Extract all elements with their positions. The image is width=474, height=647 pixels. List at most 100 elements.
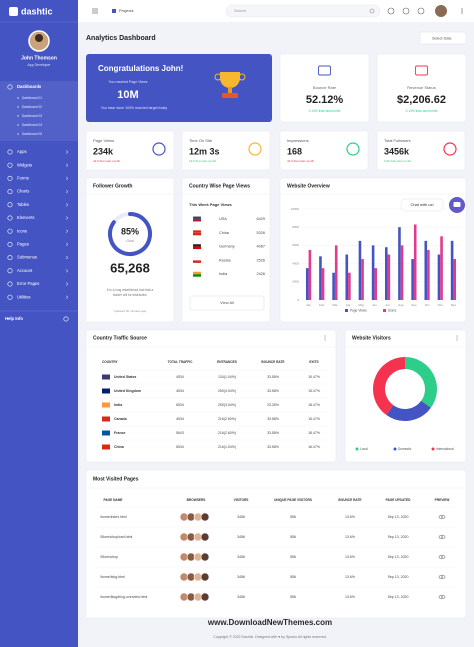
menu-item[interactable]: Widgets <box>17 162 32 167</box>
chevron <box>65 229 69 233</box>
menu-item[interactable]: Utilities <box>17 294 31 299</box>
user-name: John Thomson <box>21 55 57 61</box>
preview-icon[interactable] <box>438 554 446 560</box>
x-tick-label: Jun <box>372 303 377 307</box>
cell: 18.47% <box>308 403 320 407</box>
flag <box>193 260 201 263</box>
menu-item[interactable]: Dashboards <box>17 84 42 89</box>
submenu-item[interactable]: Dashboard 05 <box>22 132 42 136</box>
bar <box>348 272 351 300</box>
select-date-label[interactable]: Select Date <box>432 37 452 41</box>
cell: 3456 <box>237 555 245 559</box>
menu-icon <box>7 215 13 221</box>
submenu-item[interactable]: Dashboard 04 <box>22 123 42 127</box>
preview-icon[interactable] <box>438 594 446 600</box>
congrats-note: You have done 100% reached target today <box>101 106 167 110</box>
follower-card <box>85 177 175 323</box>
menu-item[interactable]: Tables <box>17 202 29 207</box>
menu-item[interactable]: Pages <box>17 242 29 247</box>
stat-label: Page Views <box>93 138 114 143</box>
menu-item[interactable]: Icons <box>17 228 27 233</box>
column-header: COUNTRY <box>102 360 119 364</box>
preview-icon[interactable] <box>438 534 446 540</box>
menu-item[interactable]: Forms <box>17 176 29 181</box>
stat-label: Impressions <box>287 138 309 143</box>
search-box[interactable] <box>225 4 381 18</box>
legend-label: International <box>436 447 454 451</box>
menu-item[interactable]: Apps <box>17 149 27 154</box>
menu-item[interactable]: Account <box>17 268 33 273</box>
preview-icon[interactable] <box>438 574 446 580</box>
follower-count: 65,268 <box>110 260 150 275</box>
menu-item[interactable]: Submenus <box>17 255 37 260</box>
header-avatar[interactable] <box>435 5 447 17</box>
header-icon[interactable] <box>417 7 425 15</box>
header-icon[interactable] <box>402 7 410 15</box>
bar <box>427 249 430 300</box>
stat-icon <box>318 65 331 76</box>
view-all-button[interactable] <box>189 295 265 311</box>
bar <box>400 245 404 300</box>
cell: Canada <box>114 417 127 421</box>
browser-avatar <box>200 532 210 542</box>
column-header: TOTAL TRAFFIC <box>168 360 193 364</box>
column-header: PAGE NAME <box>103 498 122 502</box>
cell: 15.47% <box>308 417 320 421</box>
menu-item[interactable]: Elements <box>17 215 34 220</box>
more-dots <box>461 12 463 14</box>
submenu-item[interactable]: Dashboard 01 <box>22 96 42 100</box>
progress-ring <box>108 212 152 256</box>
column-header: PAGE UPDATED <box>386 498 412 502</box>
submenu-item[interactable]: Dashboard 02 <box>22 105 42 109</box>
bar <box>411 259 414 300</box>
bar <box>358 240 362 300</box>
more-dots <box>461 10 463 12</box>
stat-value: 3456k <box>384 146 410 156</box>
flag <box>193 219 201 222</box>
view-all-label[interactable]: View All <box>220 300 234 305</box>
x-tick-label: Aug <box>398 303 404 307</box>
chat-bubble <box>400 198 444 212</box>
chat-icon <box>453 202 461 207</box>
description: reader will be distracted. <box>113 293 148 297</box>
header-icon[interactable] <box>387 7 395 15</box>
cell: China <box>114 445 124 449</box>
stat-card <box>376 130 466 171</box>
help-icon <box>63 316 69 322</box>
congrats-value: 10M <box>117 89 138 101</box>
submenu-item[interactable]: Dashboard 03 <box>22 114 42 118</box>
projects-icon <box>112 9 116 13</box>
help-link[interactable]: Help Info <box>5 316 23 321</box>
cell: France <box>114 431 126 435</box>
cell: 5643 <box>176 431 184 435</box>
chevron <box>65 242 69 247</box>
more-dots <box>324 337 326 339</box>
menu-item[interactable]: Error Pages <box>17 281 39 286</box>
projects-dropdown[interactable]: Projects <box>119 8 133 13</box>
bar <box>450 240 454 300</box>
menu-bullet <box>17 124 19 126</box>
column-header: BOUNCE RATE <box>338 498 361 502</box>
search-icon <box>369 8 375 14</box>
bar <box>453 259 457 300</box>
stat-value: 168 <box>287 146 302 156</box>
flag <box>102 402 110 408</box>
cell: 15.47% <box>308 375 320 379</box>
select-date[interactable] <box>419 31 467 45</box>
stat-label: Bounce Rate <box>313 85 337 90</box>
cell: 556 <box>290 515 296 519</box>
menu-icon <box>7 202 13 208</box>
cell: 216(2.60%) <box>218 431 236 435</box>
preview-icon[interactable] <box>438 514 446 520</box>
menu-icon <box>7 84 13 90</box>
cell: 13.6% <box>345 555 355 559</box>
card-title: Website Overview <box>287 183 330 189</box>
bar <box>398 227 401 300</box>
chat-label: Chat with us! <box>410 202 433 207</box>
x-tick-label: Oct <box>425 303 430 307</box>
country-name: USA <box>219 217 227 221</box>
menu-item[interactable]: Charts <box>17 189 29 194</box>
stat-card <box>279 53 370 123</box>
donut-slice <box>373 357 406 415</box>
menu-icon <box>7 255 13 261</box>
